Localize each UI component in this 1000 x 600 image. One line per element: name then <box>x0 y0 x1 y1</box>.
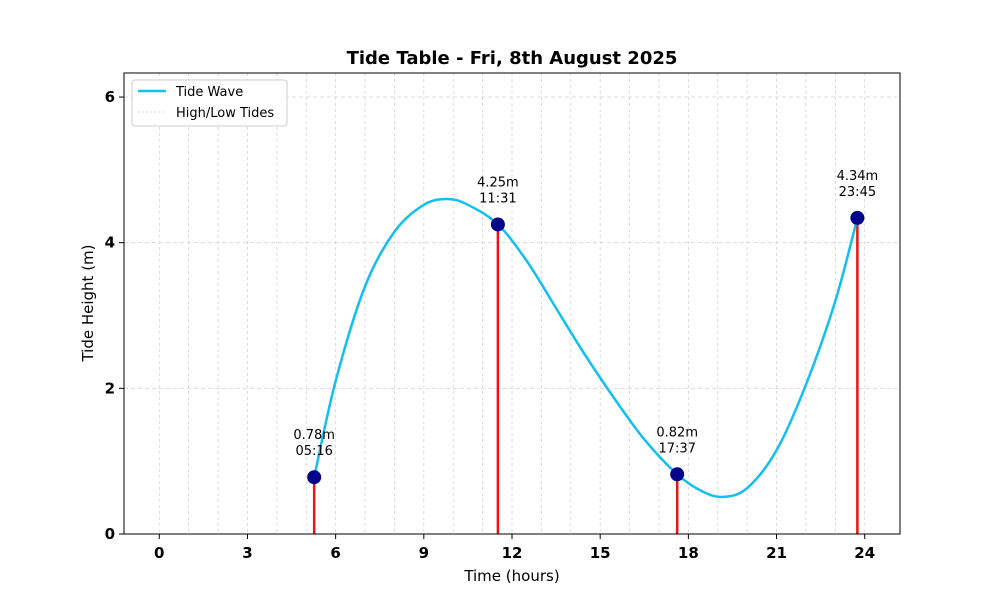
tide-wave-line <box>312 197 859 499</box>
y-tick-label: 6 <box>105 88 115 106</box>
tide-marker <box>307 470 322 485</box>
tide-height-label: 0.82m <box>656 425 698 440</box>
x-tick-label: 0 <box>154 544 164 562</box>
y-axis-label: Tide Height (m) <box>79 244 97 362</box>
x-axis-label: Time (hours) <box>463 567 559 585</box>
legend: Tide Wave High/Low Tides <box>131 79 288 127</box>
tide-stems <box>312 217 859 534</box>
x-axis-ticks: 0 3 6 9 12 15 18 21 24 <box>154 534 875 562</box>
tide-time-label: 05:16 <box>295 444 332 459</box>
tide-height-label: 0.78m <box>293 428 335 443</box>
x-tick-label: 21 <box>766 544 787 562</box>
legend-box <box>131 79 288 127</box>
tide-height-label: 4.25m <box>477 175 519 190</box>
y-tick-label: 4 <box>105 234 115 252</box>
x-tick-label: 12 <box>502 544 523 562</box>
tide-marker <box>490 217 505 232</box>
tide-marker <box>850 210 865 225</box>
y-tick-label: 0 <box>105 525 115 543</box>
tide-markers <box>307 210 865 485</box>
x-tick-label: 24 <box>854 544 875 562</box>
x-tick-label: 3 <box>242 544 252 562</box>
x-tick-label: 15 <box>590 544 611 562</box>
x-tick-label: 9 <box>419 544 429 562</box>
y-axis-ticks: 0 2 4 6 <box>105 88 124 543</box>
y-tick-label: 2 <box>105 379 115 397</box>
legend-label-high-low-tides: High/Low Tides <box>176 106 274 121</box>
tide-marker <box>670 467 685 482</box>
tide-time-label: 17:37 <box>658 441 695 456</box>
x-tick-label: 18 <box>678 544 699 562</box>
legend-label-tide-wave: Tide Wave <box>175 85 243 100</box>
chart-title: Tide Table - Fri, 8th August 2025 <box>347 48 678 69</box>
tide-time-label: 11:31 <box>479 191 516 206</box>
tide-height-label: 4.34m <box>837 169 879 184</box>
x-tick-label: 6 <box>330 544 340 562</box>
tide-time-label: 23:45 <box>839 185 876 200</box>
